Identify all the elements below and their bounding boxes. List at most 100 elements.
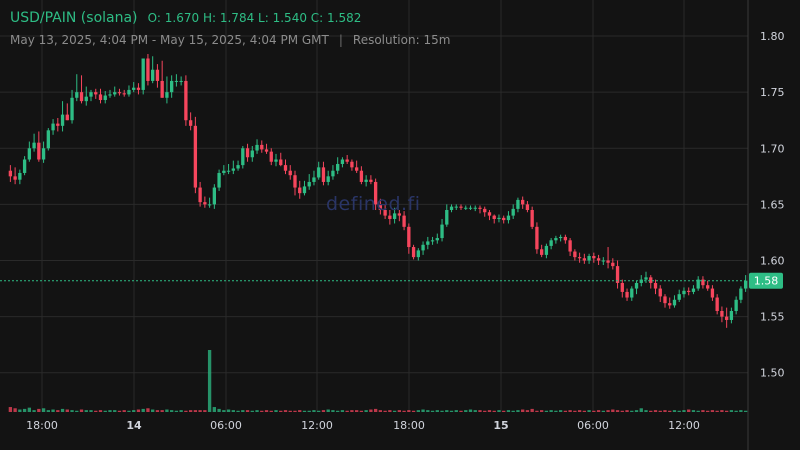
candle-body: [41, 148, 46, 160]
volume-bar: [644, 410, 648, 412]
candle-body: [364, 179, 368, 182]
candle-body: [326, 176, 330, 182]
candle-body: [611, 262, 615, 267]
candle-body: [51, 123, 55, 131]
volume-bar: [41, 408, 46, 412]
volume-bar: [407, 410, 411, 412]
candle-body: [274, 159, 278, 162]
candle-body: [492, 215, 496, 219]
candle-body: [473, 207, 477, 209]
candle-body: [18, 172, 22, 180]
open-label: O:: [147, 11, 161, 25]
volume-bar: [449, 410, 454, 412]
volume-bar: [364, 410, 368, 412]
candle-body: [226, 170, 231, 172]
candle-body: [663, 296, 667, 304]
candle-body: [250, 150, 254, 158]
price-axis[interactable]: 1.50 1.55 1.60 1.65 1.70 1.75 1.80: [760, 30, 785, 380]
volume-bar: [288, 410, 292, 412]
volume-bar: [13, 408, 17, 412]
volume-bar: [98, 410, 103, 412]
candle-body: [639, 279, 643, 283]
volume-bar: [392, 410, 397, 412]
volume-bar: [596, 410, 601, 412]
volume-bar: [373, 408, 378, 412]
volume-bar: [649, 410, 653, 412]
time-axis[interactable]: 18:00 14 06:00 12:00 18:00 15 06:00 12:00: [26, 419, 700, 432]
volume-bar: [283, 410, 288, 412]
volume-bar: [658, 410, 662, 412]
volume-bar: [222, 410, 226, 412]
candle-body: [502, 217, 506, 221]
candle-body: [530, 210, 534, 227]
volume-bar: [544, 410, 549, 412]
volume-bar: [94, 410, 98, 412]
volume-bar: [411, 410, 416, 412]
candle-body: [715, 297, 719, 311]
candle-body: [203, 202, 207, 205]
candle-body: [108, 94, 112, 96]
candle-body: [302, 186, 307, 194]
candlestick-series[interactable]: [8, 54, 748, 328]
volume-bar: [203, 410, 207, 412]
candle-body: [582, 258, 587, 261]
volume-bar: [554, 410, 558, 412]
price-tick-label: 1.80: [760, 30, 785, 43]
candle-body: [478, 207, 482, 209]
candle-body: [568, 240, 572, 252]
volume-bar: [70, 410, 74, 412]
candle-body: [558, 236, 563, 239]
candle-body: [468, 207, 473, 209]
volume-bar: [312, 410, 316, 412]
candle-body: [113, 92, 117, 95]
volume-bar: [18, 409, 22, 412]
candle-body: [402, 215, 406, 227]
volume-bar: [653, 410, 658, 412]
volume-bar: [620, 410, 624, 412]
volume-bar: [454, 410, 458, 412]
candle-body: [511, 208, 515, 216]
price-tick-label: 1.75: [760, 86, 785, 99]
candle-body: [350, 161, 354, 168]
candle-body: [421, 244, 425, 251]
candle-body: [260, 144, 264, 150]
volume-bar: [630, 410, 634, 412]
volume-bar: [60, 408, 65, 412]
volume-bar: [27, 407, 32, 412]
candle-body: [625, 291, 629, 298]
candle-body: [606, 260, 610, 263]
candle-body: [8, 170, 13, 177]
volume-bar: [497, 410, 501, 412]
volume-bar: [32, 410, 36, 412]
candle-body: [70, 97, 74, 121]
volume-bar: [668, 410, 672, 412]
candle-body: [388, 215, 392, 219]
candle-body: [264, 149, 269, 152]
volume-bar: [46, 410, 50, 412]
time-tick-label: 18:00: [26, 419, 58, 432]
candle-body: [60, 114, 65, 126]
candle-body: [506, 215, 511, 221]
volume-bar: [696, 410, 700, 412]
volume-bar: [89, 410, 93, 412]
candle-body: [241, 148, 245, 166]
volume-bar: [492, 410, 496, 412]
subheader-separator: |: [338, 33, 343, 47]
candle-body: [729, 311, 734, 320]
volume-bar: [155, 410, 160, 412]
volume-bar: [336, 410, 340, 412]
candle-body: [487, 212, 492, 216]
candle-body: [653, 282, 658, 289]
volume-bar: [445, 410, 449, 412]
candle-body: [710, 288, 715, 298]
candle-body: [369, 179, 373, 182]
candle-body: [649, 277, 653, 283]
candle-body: [79, 92, 84, 102]
candle-body: [563, 236, 568, 241]
volume-bar: [269, 410, 273, 412]
candle-body: [411, 247, 416, 258]
candle-body: [321, 167, 326, 182]
volume-bar: [122, 410, 126, 412]
